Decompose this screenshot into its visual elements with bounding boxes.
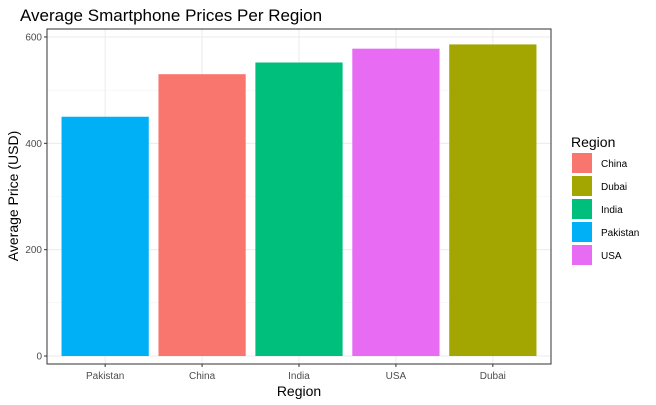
y-tick-label: 400 bbox=[25, 139, 42, 150]
bars bbox=[61, 44, 537, 357]
legend-label: China bbox=[601, 159, 628, 170]
x-tick-label: USA bbox=[386, 371, 407, 382]
x-tick-label: Pakistan bbox=[86, 371, 124, 382]
legend-title: Region bbox=[571, 134, 615, 150]
x-axis-ticks: Pakistan China India USA Dubai bbox=[86, 364, 506, 382]
bar-dubai bbox=[449, 44, 537, 357]
x-axis-title: Region bbox=[277, 383, 321, 399]
bar-pakistan bbox=[61, 116, 149, 357]
bar-china bbox=[158, 74, 246, 357]
legend-items: China Dubai India Pakistan USA bbox=[572, 153, 639, 265]
bar-usa bbox=[352, 48, 440, 357]
legend-key-usa bbox=[572, 245, 592, 265]
x-tick-label: Dubai bbox=[480, 371, 506, 382]
legend-key-china bbox=[572, 153, 592, 173]
legend-label: Pakistan bbox=[601, 228, 639, 239]
legend-key-dubai bbox=[572, 176, 592, 196]
legend-key-india bbox=[572, 199, 592, 219]
y-axis-title: Average Price (USD) bbox=[5, 131, 21, 261]
legend: Region China Dubai India Pakistan USA bbox=[571, 134, 639, 265]
x-tick-label: China bbox=[189, 371, 216, 382]
chart-title: Average Smartphone Prices Per Region bbox=[20, 6, 322, 25]
legend-label: Dubai bbox=[601, 182, 627, 193]
y-tick-label: 600 bbox=[25, 32, 42, 43]
bar-india bbox=[255, 62, 343, 357]
legend-label: India bbox=[601, 205, 623, 216]
legend-key-pakistan bbox=[572, 222, 592, 242]
y-axis-ticks: 0 200 400 600 bbox=[25, 32, 47, 363]
legend-label: USA bbox=[601, 251, 622, 262]
y-tick-label: 200 bbox=[25, 245, 42, 256]
y-tick-label: 0 bbox=[36, 352, 42, 363]
x-tick-label: India bbox=[288, 371, 310, 382]
